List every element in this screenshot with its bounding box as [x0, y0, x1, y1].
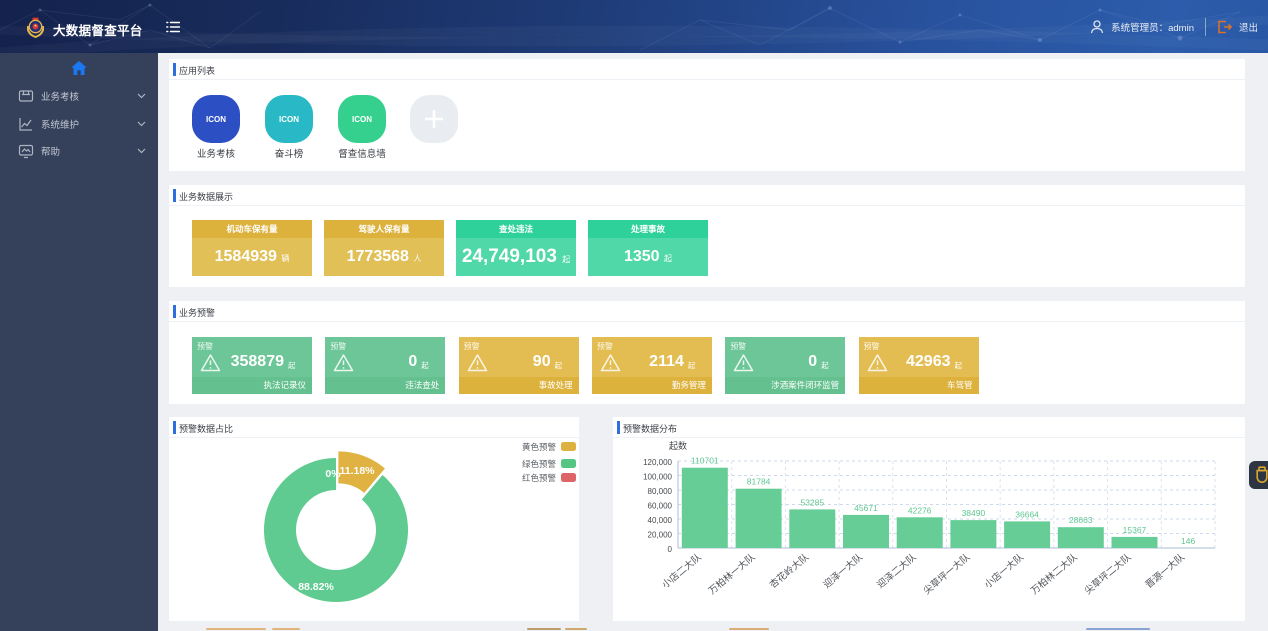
- svg-text:40,000: 40,000: [648, 516, 673, 525]
- svg-text:100,000: 100,000: [643, 473, 672, 482]
- svg-text:迎泽二大队: 迎泽二大队: [875, 551, 919, 591]
- svg-text:38490: 38490: [962, 508, 986, 518]
- svg-text:110701: 110701: [691, 456, 719, 466]
- svg-text:88.82%: 88.82%: [298, 581, 334, 593]
- svg-text:36664: 36664: [1015, 509, 1039, 519]
- svg-text:万柏林二大队: 万柏林二大队: [1028, 551, 1080, 597]
- svg-text:81784: 81784: [747, 477, 771, 487]
- svg-text:尖草坪一大队: 尖草坪一大队: [921, 551, 973, 597]
- svg-text:53285: 53285: [800, 497, 824, 507]
- svg-text:120,000: 120,000: [643, 458, 672, 467]
- svg-text:28663: 28663: [1069, 515, 1093, 525]
- svg-text:45671: 45671: [854, 503, 878, 513]
- svg-text:0: 0: [668, 545, 673, 554]
- svg-text:146: 146: [1181, 536, 1195, 546]
- svg-text:晋源一大队: 晋源一大队: [1143, 551, 1187, 591]
- svg-text:42276: 42276: [908, 505, 932, 515]
- svg-text:11.18%: 11.18%: [339, 465, 375, 477]
- svg-text:杏花岭大队: 杏花岭大队: [767, 551, 811, 591]
- svg-text:小店二大队: 小店二大队: [660, 551, 704, 591]
- svg-text:20,000: 20,000: [648, 531, 673, 540]
- svg-text:15367: 15367: [1123, 525, 1147, 535]
- svg-text:起数: 起数: [669, 440, 687, 451]
- svg-text:60,000: 60,000: [648, 502, 673, 511]
- svg-text:万柏林一大队: 万柏林一大队: [706, 551, 758, 597]
- svg-text:80,000: 80,000: [648, 487, 673, 496]
- svg-text:迎泽一大队: 迎泽一大队: [821, 551, 865, 591]
- svg-text:小店一大队: 小店一大队: [982, 551, 1026, 591]
- svg-text:0%: 0%: [325, 468, 341, 480]
- svg-text:尖草坪二大队: 尖草坪二大队: [1082, 551, 1134, 597]
